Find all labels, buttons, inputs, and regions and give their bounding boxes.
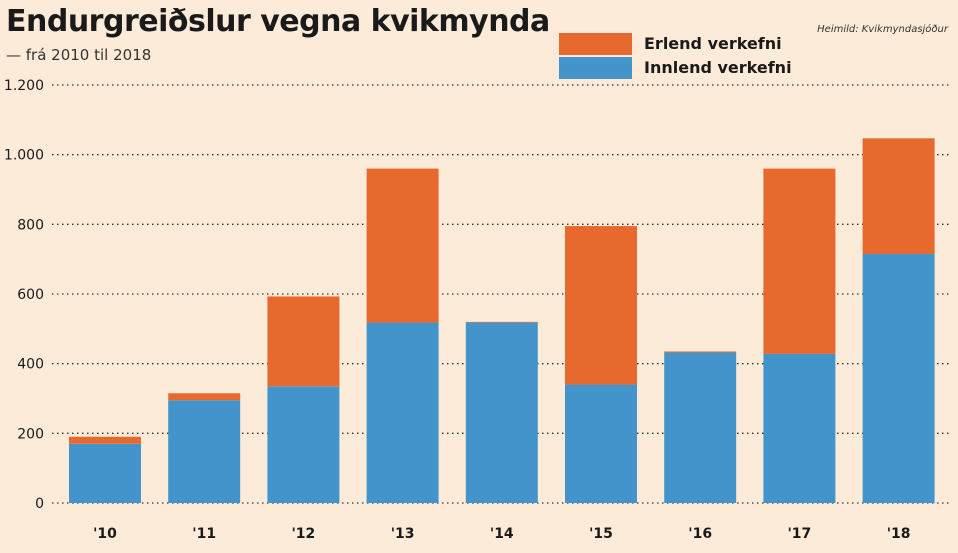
bar-segment-innlend xyxy=(763,353,836,503)
x-tick-label: '10 xyxy=(93,526,117,542)
y-tick-label: 600 xyxy=(17,287,44,303)
chart-title: Endurgreiðslur vegna kvikmynda xyxy=(6,4,550,39)
bar-segment-innlend xyxy=(465,322,538,503)
y-tick-label: 800 xyxy=(17,217,44,233)
bar-segment-erlend xyxy=(465,321,538,323)
y-tick-label: 200 xyxy=(17,426,44,442)
y-tick-label: 1.000 xyxy=(4,148,44,164)
legend-item-innlend: Innlend verkefni xyxy=(559,56,792,79)
bar-segment-erlend xyxy=(366,168,439,323)
x-tick-label: '11 xyxy=(192,526,216,542)
bar-segment-erlend xyxy=(267,296,340,387)
y-tick-label: 0 xyxy=(35,496,44,512)
x-tick-label: '14 xyxy=(490,526,514,542)
chart-legend: Erlend verkefni Innlend verkefni xyxy=(559,32,792,80)
legend-swatch-innlend xyxy=(559,56,632,79)
bar-segment-innlend xyxy=(366,322,439,503)
bar-segment-erlend xyxy=(168,393,241,401)
bar-segment-innlend xyxy=(664,352,737,503)
bar-segment-erlend xyxy=(862,138,935,254)
x-tick-label: '16 xyxy=(688,526,712,542)
bar-segment-erlend xyxy=(763,168,836,354)
legend-label-innlend: Innlend verkefni xyxy=(644,58,792,77)
y-tick-label: 400 xyxy=(17,357,44,373)
chart-source: Heimild: Kvikmyndasjóður xyxy=(817,24,948,35)
y-tick-label: 1.200 xyxy=(4,78,44,94)
bar-segment-innlend xyxy=(267,386,340,503)
chart-subtitle: — frá 2010 til 2018 xyxy=(6,46,152,64)
bar-segment-erlend xyxy=(664,351,737,353)
bar-segment-innlend xyxy=(168,400,241,503)
bar-segment-innlend xyxy=(862,253,935,503)
legend-swatch-erlend xyxy=(559,32,632,55)
bar-segment-erlend xyxy=(565,226,637,385)
bar-segment-innlend xyxy=(565,384,637,503)
x-tick-label: '18 xyxy=(887,526,911,542)
bar-segment-innlend xyxy=(69,443,141,503)
x-tick-label: '15 xyxy=(589,526,613,542)
legend-item-erlend: Erlend verkefni xyxy=(559,32,792,55)
x-tick-label: '17 xyxy=(788,526,812,542)
x-tick-label: '13 xyxy=(391,526,415,542)
legend-label-erlend: Erlend verkefni xyxy=(644,34,782,53)
bar-segment-erlend xyxy=(69,436,141,444)
x-tick-label: '12 xyxy=(292,526,316,542)
